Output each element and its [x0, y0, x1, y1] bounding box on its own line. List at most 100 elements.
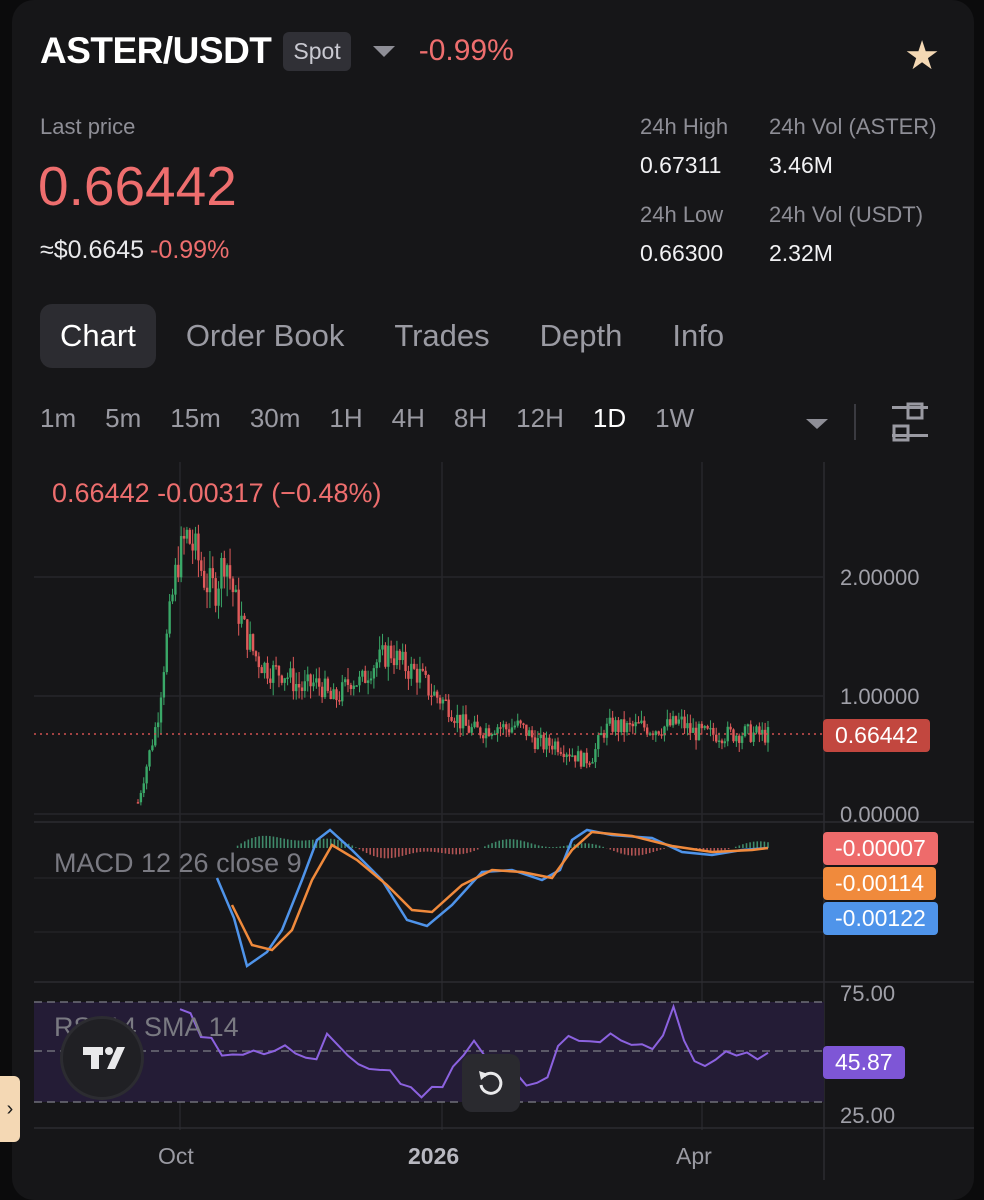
- timeframe-12h[interactable]: 12H: [516, 403, 564, 433]
- timeframe-more-icon[interactable]: [806, 419, 828, 429]
- candle-body: [740, 736, 744, 743]
- candle-body: [188, 529, 191, 544]
- candle-body: [364, 670, 367, 683]
- candle-body: [574, 755, 577, 762]
- candle-body: [723, 741, 727, 744]
- candle-body: [709, 727, 712, 730]
- tab-order-book[interactable]: Order Book: [185, 318, 345, 353]
- candle-body: [576, 751, 580, 762]
- candle-body: [223, 557, 226, 577]
- candle-body: [231, 578, 235, 593]
- timeframe-5m[interactable]: 5m: [105, 403, 142, 433]
- candle-body: [458, 714, 462, 729]
- candle-body: [300, 687, 304, 691]
- candle-body: [366, 680, 370, 683]
- candle-body: [522, 723, 525, 725]
- timeframe-1w[interactable]: 1W: [655, 403, 695, 433]
- tradingview-logo[interactable]: [60, 1016, 144, 1100]
- candle-body: [240, 615, 243, 624]
- candle-body: [343, 679, 347, 683]
- candle-body: [430, 695, 433, 697]
- tab-chart[interactable]: Chart: [40, 304, 156, 368]
- chevron-right-icon: ›: [6, 1097, 14, 1120]
- candle-body: [668, 719, 672, 726]
- candle-body: [562, 753, 565, 758]
- timeframe-15m[interactable]: 15m: [170, 403, 221, 433]
- candle-body: [427, 674, 430, 696]
- star-icon[interactable]: ★: [904, 34, 940, 78]
- indicator-settings-icon[interactable]: [888, 402, 932, 442]
- timeframe-1h[interactable]: 1H: [329, 403, 363, 433]
- candle-body: [433, 691, 436, 696]
- price-chart[interactable]: [12, 462, 974, 1182]
- candle-body: [277, 666, 281, 676]
- candle-body: [602, 733, 606, 738]
- market-type-badge: Spot: [283, 31, 351, 71]
- reset-chart-button[interactable]: [462, 1054, 520, 1112]
- side-drawer-toggle[interactable]: ›: [0, 1076, 20, 1142]
- candle-body: [755, 726, 758, 733]
- candle-body: [355, 685, 358, 687]
- candle-body: [303, 681, 307, 691]
- candle-body: [712, 727, 715, 735]
- candle-body: [605, 723, 609, 738]
- candle-body: [274, 665, 278, 667]
- candle-body: [525, 724, 528, 736]
- candle-body: [272, 665, 275, 683]
- candle-body: [476, 721, 479, 728]
- candle-body: [234, 589, 238, 593]
- candle-body: [585, 752, 588, 764]
- candle-body: [761, 729, 764, 735]
- tab-trades[interactable]: Trades: [394, 318, 490, 353]
- timeframe-1m[interactable]: 1m: [40, 403, 77, 433]
- timeframe-8h[interactable]: 8H: [453, 403, 488, 433]
- pair-name[interactable]: ASTER/USDT: [40, 30, 272, 71]
- timeframe-1d[interactable]: 1D: [592, 403, 627, 433]
- candle-body: [519, 720, 522, 724]
- candle-body: [548, 737, 551, 746]
- candle-body: [398, 650, 401, 661]
- candle-body: [677, 719, 681, 724]
- candle-body: [720, 740, 724, 744]
- vol-aster-label: 24h Vol (ASTER): [769, 114, 937, 139]
- candle-body: [309, 674, 312, 687]
- price-tick-0: 0.00000: [840, 802, 920, 827]
- macd-label: MACD 12 26 close 9: [54, 848, 302, 878]
- candle-body: [484, 728, 488, 739]
- candle-body: [579, 751, 583, 767]
- candle-body: [571, 755, 574, 757]
- candle-body: [441, 699, 445, 704]
- candle-body: [542, 734, 545, 750]
- macd-line: [215, 828, 769, 969]
- candle-body: [297, 683, 301, 688]
- timeframe-30m[interactable]: 30m: [249, 403, 301, 433]
- tab-depth[interactable]: Depth: [539, 318, 623, 353]
- candle-body: [177, 564, 180, 578]
- candle-body: [289, 668, 292, 678]
- candle-body: [438, 697, 442, 704]
- candle-body: [182, 536, 186, 539]
- low-label: 24h Low: [640, 202, 724, 227]
- candle-body: [156, 722, 160, 728]
- vol-usdt-label: 24h Vol (USDT): [769, 202, 924, 227]
- candle-body: [528, 730, 531, 736]
- reset-icon: [479, 1071, 503, 1095]
- chevron-down-icon[interactable]: [372, 45, 395, 57]
- divider: [854, 404, 856, 440]
- candle-body: [220, 557, 223, 589]
- candle-body: [358, 676, 361, 686]
- candle-body: [205, 587, 209, 593]
- candle-body: [389, 645, 393, 659]
- timeframe-4h[interactable]: 4H: [391, 403, 425, 433]
- candle-body: [378, 649, 381, 663]
- candle-body: [217, 588, 220, 606]
- candle-body: [280, 675, 284, 683]
- candle-body: [243, 615, 246, 620]
- tab-info[interactable]: Info: [672, 318, 725, 353]
- candle-body: [588, 763, 591, 765]
- candles: [34, 524, 824, 806]
- candle-body: [194, 533, 197, 551]
- candle-body: [551, 745, 554, 750]
- candle-body: [556, 741, 560, 753]
- candle-body: [640, 720, 643, 724]
